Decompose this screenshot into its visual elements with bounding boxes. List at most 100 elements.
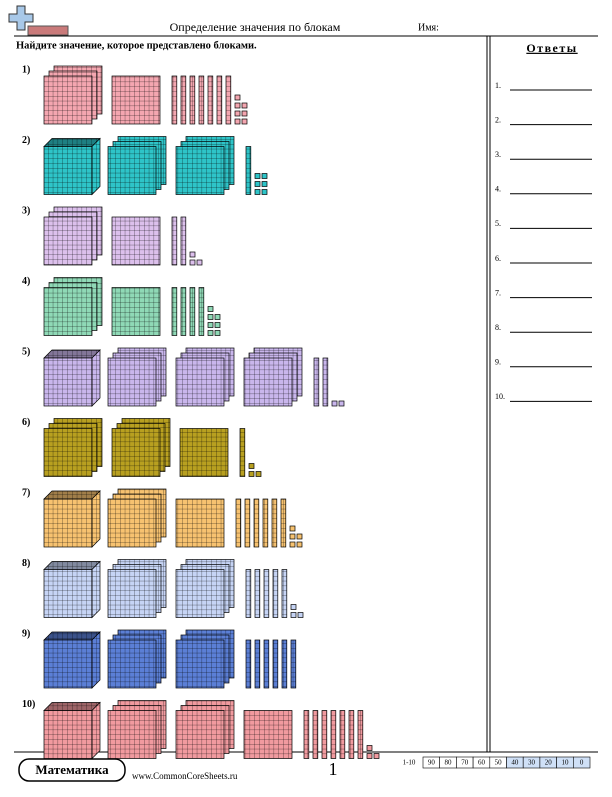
score-label: 20: [545, 759, 553, 767]
one-cube: [366, 753, 373, 759]
ten-rod: [313, 357, 320, 407]
block-grid: [44, 561, 100, 570]
cube-shade: [44, 632, 100, 640]
answer-number: 10.: [495, 392, 505, 401]
block-face: [261, 173, 268, 179]
ten-rod: [281, 569, 288, 618]
one-cube: [290, 604, 297, 610]
block-grid: [112, 428, 160, 477]
ten-rod: [180, 287, 187, 336]
block-face: [207, 314, 214, 320]
problem-label: 5): [22, 346, 30, 357]
block-face: [207, 306, 214, 312]
block-grid: [44, 358, 92, 406]
block-grid: [181, 287, 186, 336]
one-cube: [289, 525, 296, 532]
block-face: [214, 314, 221, 320]
one-cube: [331, 400, 338, 407]
block-grid: [44, 217, 92, 265]
one-cube: [241, 102, 248, 109]
page-number: 1: [329, 759, 338, 779]
score-label: 90: [428, 759, 436, 767]
one-cube: [289, 533, 296, 540]
name-label: Имя:: [418, 22, 439, 33]
ten-rod: [254, 569, 261, 618]
block-grid: [44, 499, 92, 547]
one-cube: [241, 110, 248, 117]
ten-rod: [339, 710, 346, 759]
block-grid: [273, 569, 278, 618]
block-grid: [217, 76, 222, 124]
cube-shade: [44, 491, 100, 499]
block-grid: [255, 569, 260, 618]
block-grid: [282, 569, 287, 618]
ten-rod: [198, 287, 205, 336]
problem-label: 2): [22, 135, 30, 146]
score-cell: [572, 756, 591, 769]
answer-number: 3.: [495, 150, 501, 159]
ten-rod: [189, 75, 196, 125]
hundred-flat: [107, 357, 157, 407]
block-grid: [244, 710, 292, 759]
block-face: [331, 400, 338, 407]
block-grid: [291, 640, 296, 688]
thousand-cube: [43, 631, 101, 689]
ten-rod: [235, 498, 242, 548]
block-grid: [172, 217, 177, 265]
block-grid: [108, 710, 156, 759]
site: www.CommonCoreSheets.ru: [132, 771, 238, 781]
ten-rod: [254, 639, 261, 689]
block-grid: [92, 561, 100, 618]
block-grid: [108, 499, 156, 547]
block-grid: [246, 569, 251, 618]
hundred-flat: [175, 569, 225, 618]
answer-number: 7.: [495, 288, 501, 297]
block-grid: [264, 569, 269, 618]
answer-number: 6.: [495, 254, 501, 263]
block-grid: [273, 640, 278, 688]
block-grid: [108, 358, 156, 406]
block-grid: [176, 358, 224, 406]
block-grid: [44, 428, 92, 477]
one-cube: [248, 471, 255, 477]
one-cube: [214, 330, 221, 336]
block-face: [366, 753, 373, 759]
hundred-flat: [43, 75, 93, 125]
ten-rod: [357, 710, 364, 759]
block-grid: [172, 287, 177, 336]
block-grid: [176, 499, 224, 547]
score-label: 50: [495, 759, 503, 767]
thousand-cube: [43, 490, 101, 548]
block-grid: [264, 640, 269, 688]
ten-rod: [253, 498, 260, 548]
block-grid: [281, 499, 286, 547]
hundred-flat: [175, 357, 225, 407]
ten-rod: [312, 710, 319, 759]
one-cube: [290, 612, 297, 618]
ten-rod: [322, 357, 329, 407]
one-cube: [296, 533, 303, 540]
block-grid: [190, 287, 195, 336]
block-face: [248, 471, 255, 477]
block-grid: [199, 76, 204, 124]
ten-rod: [245, 639, 252, 689]
block-grid: [92, 138, 100, 195]
block-grid: [181, 76, 186, 124]
hundred-flat: [111, 428, 161, 477]
block-face: [234, 110, 241, 117]
block-grid: [304, 710, 309, 759]
one-cube: [234, 94, 241, 101]
block-grid: [331, 710, 336, 759]
block-grid: [208, 76, 213, 124]
thousand-cube: [43, 349, 101, 407]
hundred-flat: [179, 428, 229, 477]
one-cube: [296, 541, 303, 548]
block-grid: [92, 491, 100, 547]
block-face: [289, 533, 296, 540]
block-grid: [236, 499, 241, 547]
hundred-flat: [107, 639, 157, 689]
ten-rod: [290, 639, 297, 689]
one-cube: [261, 189, 268, 195]
ten-rod: [263, 569, 270, 618]
